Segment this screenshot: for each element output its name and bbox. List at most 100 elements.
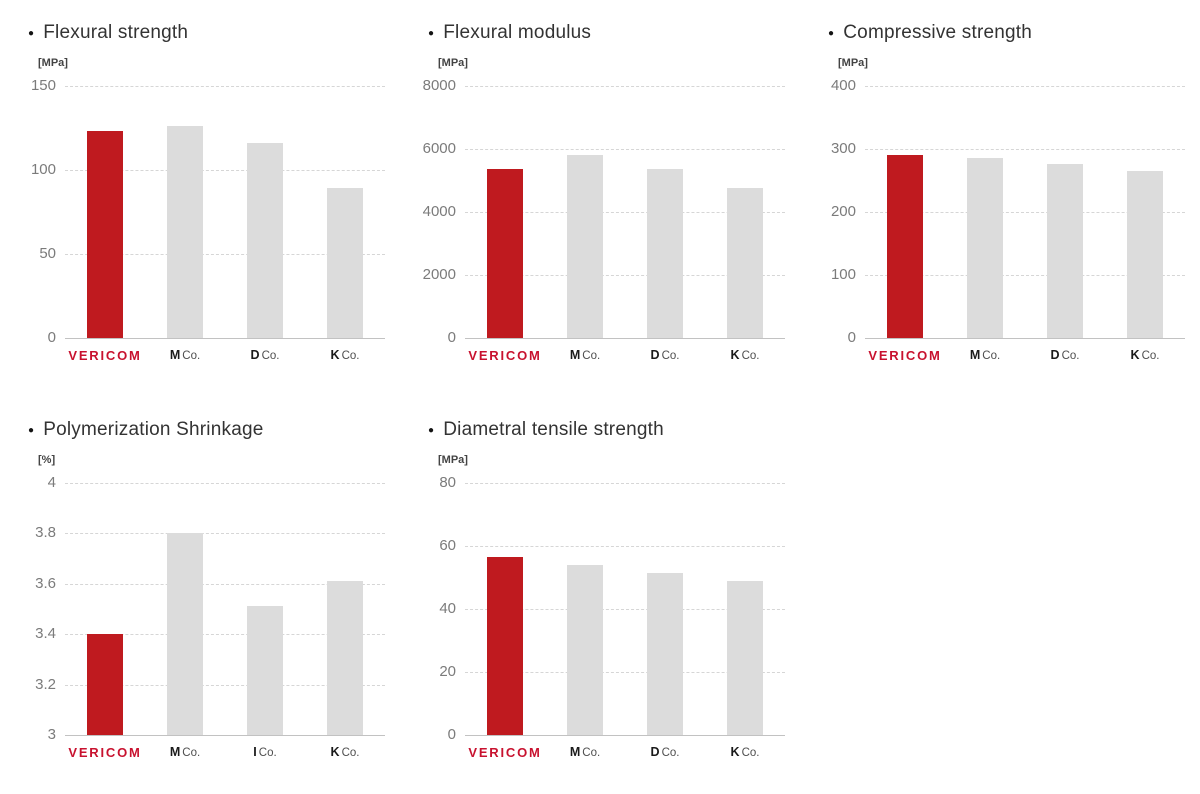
bar-m-co bbox=[567, 155, 603, 338]
x-label-vericom-logo: VERICOM bbox=[868, 348, 942, 363]
bar-vericom bbox=[487, 169, 523, 338]
y-tick-label: 20 bbox=[439, 663, 456, 680]
company-letter: I bbox=[253, 745, 257, 759]
company-letter: K bbox=[1130, 348, 1140, 362]
x-label-k-co: K Co. bbox=[331, 745, 360, 759]
x-label-m-co: M Co. bbox=[170, 745, 200, 759]
company-suffix: Co. bbox=[741, 350, 760, 362]
bar-d-co bbox=[647, 169, 683, 338]
y-axis-unit: [MPa] bbox=[38, 57, 68, 69]
bar-k-co bbox=[727, 188, 763, 338]
bullet-icon: ● bbox=[28, 28, 35, 39]
y-tick-label: 150 bbox=[30, 77, 56, 94]
company-suffix: Co. bbox=[258, 747, 277, 759]
gridline bbox=[865, 86, 1185, 87]
bullet-icon: ● bbox=[428, 28, 435, 39]
chart-title: ● Diametral tensile strength bbox=[428, 419, 664, 441]
chart-title: ● Polymerization Shrinkage bbox=[28, 419, 264, 441]
y-tick-label: 80 bbox=[439, 474, 456, 491]
chart-title-text: Flexural strength bbox=[43, 22, 189, 43]
bullet-icon: ● bbox=[828, 28, 835, 39]
company-suffix: Co. bbox=[1061, 350, 1080, 362]
chart-title-text: Polymerization Shrinkage bbox=[43, 419, 264, 440]
x-label-d-co: D Co. bbox=[251, 348, 280, 362]
bar-m-co bbox=[967, 158, 1003, 338]
y-tick-label: 3 bbox=[47, 726, 56, 743]
chart-flexural-modulus: ● Flexural modulus [MPa] 8000 6000 4000 200… bbox=[400, 0, 800, 397]
bar-d-co bbox=[247, 143, 283, 338]
y-tick-label: 3.2 bbox=[35, 675, 56, 693]
company-suffix: Co. bbox=[741, 747, 760, 759]
bar-k-co bbox=[327, 581, 363, 735]
x-label-vericom-logo: VERICOM bbox=[68, 348, 142, 363]
plot-area bbox=[465, 86, 785, 339]
gridline bbox=[465, 483, 785, 484]
bullet-icon: ● bbox=[428, 425, 435, 436]
y-tick-label: 3.4 bbox=[35, 625, 56, 643]
y-tick-label: 400 bbox=[830, 77, 856, 94]
x-axis-line bbox=[65, 338, 385, 339]
bullet-icon: ● bbox=[28, 425, 35, 436]
gridline bbox=[65, 254, 385, 255]
gridline bbox=[465, 86, 785, 87]
chart-flexural-strength: ● Flexural strength [MPa] 150 100 50 0 VERIC… bbox=[0, 0, 400, 397]
gridline bbox=[465, 546, 785, 547]
bar-m-co bbox=[567, 564, 603, 735]
company-letter: M bbox=[569, 348, 581, 362]
gridline bbox=[465, 212, 785, 213]
bar-vericom bbox=[487, 557, 523, 735]
bar-d-co bbox=[647, 572, 683, 735]
y-tick-label: 200 bbox=[830, 203, 856, 220]
company-suffix: Co. bbox=[661, 747, 680, 759]
x-label-k-co: K Co. bbox=[731, 348, 760, 362]
y-tick-label: 8000 bbox=[422, 77, 456, 94]
company-suffix: Co. bbox=[1141, 350, 1160, 362]
x-label-d-co: D Co. bbox=[1051, 348, 1080, 362]
chart-title: ● Flexural strength bbox=[28, 22, 188, 44]
bar-k-co bbox=[1127, 171, 1163, 338]
bar-vericom bbox=[87, 634, 123, 735]
x-label-i-co: I Co. bbox=[253, 745, 276, 759]
chart-title-text: Flexural modulus bbox=[443, 22, 592, 43]
y-axis-unit: [MPa] bbox=[838, 57, 868, 69]
company-letter: M bbox=[169, 348, 181, 362]
company-suffix: Co. bbox=[341, 747, 360, 759]
x-label-vericom-logo: VERICOM bbox=[468, 348, 542, 363]
company-suffix: Co. bbox=[261, 350, 280, 362]
x-label-vericom-logo: VERICOM bbox=[468, 745, 542, 760]
plot-area bbox=[465, 483, 785, 736]
x-label-m-co: M Co. bbox=[970, 348, 1000, 362]
gridline bbox=[65, 684, 385, 686]
bar-i-co bbox=[247, 606, 283, 735]
y-tick-label: 100 bbox=[830, 266, 856, 283]
bar-vericom bbox=[87, 131, 123, 338]
y-tick-label: 3.6 bbox=[35, 574, 56, 592]
y-axis-unit: [%] bbox=[38, 454, 56, 466]
y-tick-label: 4000 bbox=[422, 203, 456, 220]
x-label-k-co: K Co. bbox=[1131, 348, 1160, 362]
company-letter: M bbox=[969, 348, 981, 362]
x-label-k-co: K Co. bbox=[731, 745, 760, 759]
company-letter: M bbox=[169, 745, 181, 759]
y-tick-label: 6000 bbox=[422, 140, 456, 157]
x-label-d-co: D Co. bbox=[651, 348, 680, 362]
x-label-k-co: K Co. bbox=[331, 348, 360, 362]
company-letter: D bbox=[250, 348, 260, 362]
bar-k-co bbox=[727, 580, 763, 735]
gridline bbox=[465, 149, 785, 150]
plot-area bbox=[65, 86, 385, 339]
x-axis-line bbox=[65, 735, 385, 736]
chart-title-text: Compressive strength bbox=[843, 22, 1033, 43]
y-tick-label: 0 bbox=[447, 726, 456, 743]
y-axis-unit: [MPa] bbox=[438, 454, 468, 466]
y-tick-label: 0 bbox=[47, 329, 56, 346]
company-letter: K bbox=[730, 745, 740, 759]
company-suffix: Co. bbox=[582, 350, 601, 362]
y-tick-label: 300 bbox=[830, 140, 856, 157]
x-label-m-co: M Co. bbox=[570, 348, 600, 362]
chart-title: ● Compressive strength bbox=[828, 22, 1032, 44]
y-tick-label: 50 bbox=[39, 245, 56, 262]
x-label-d-co: D Co. bbox=[651, 745, 680, 759]
x-label-vericom-logo: VERICOM bbox=[68, 745, 142, 760]
